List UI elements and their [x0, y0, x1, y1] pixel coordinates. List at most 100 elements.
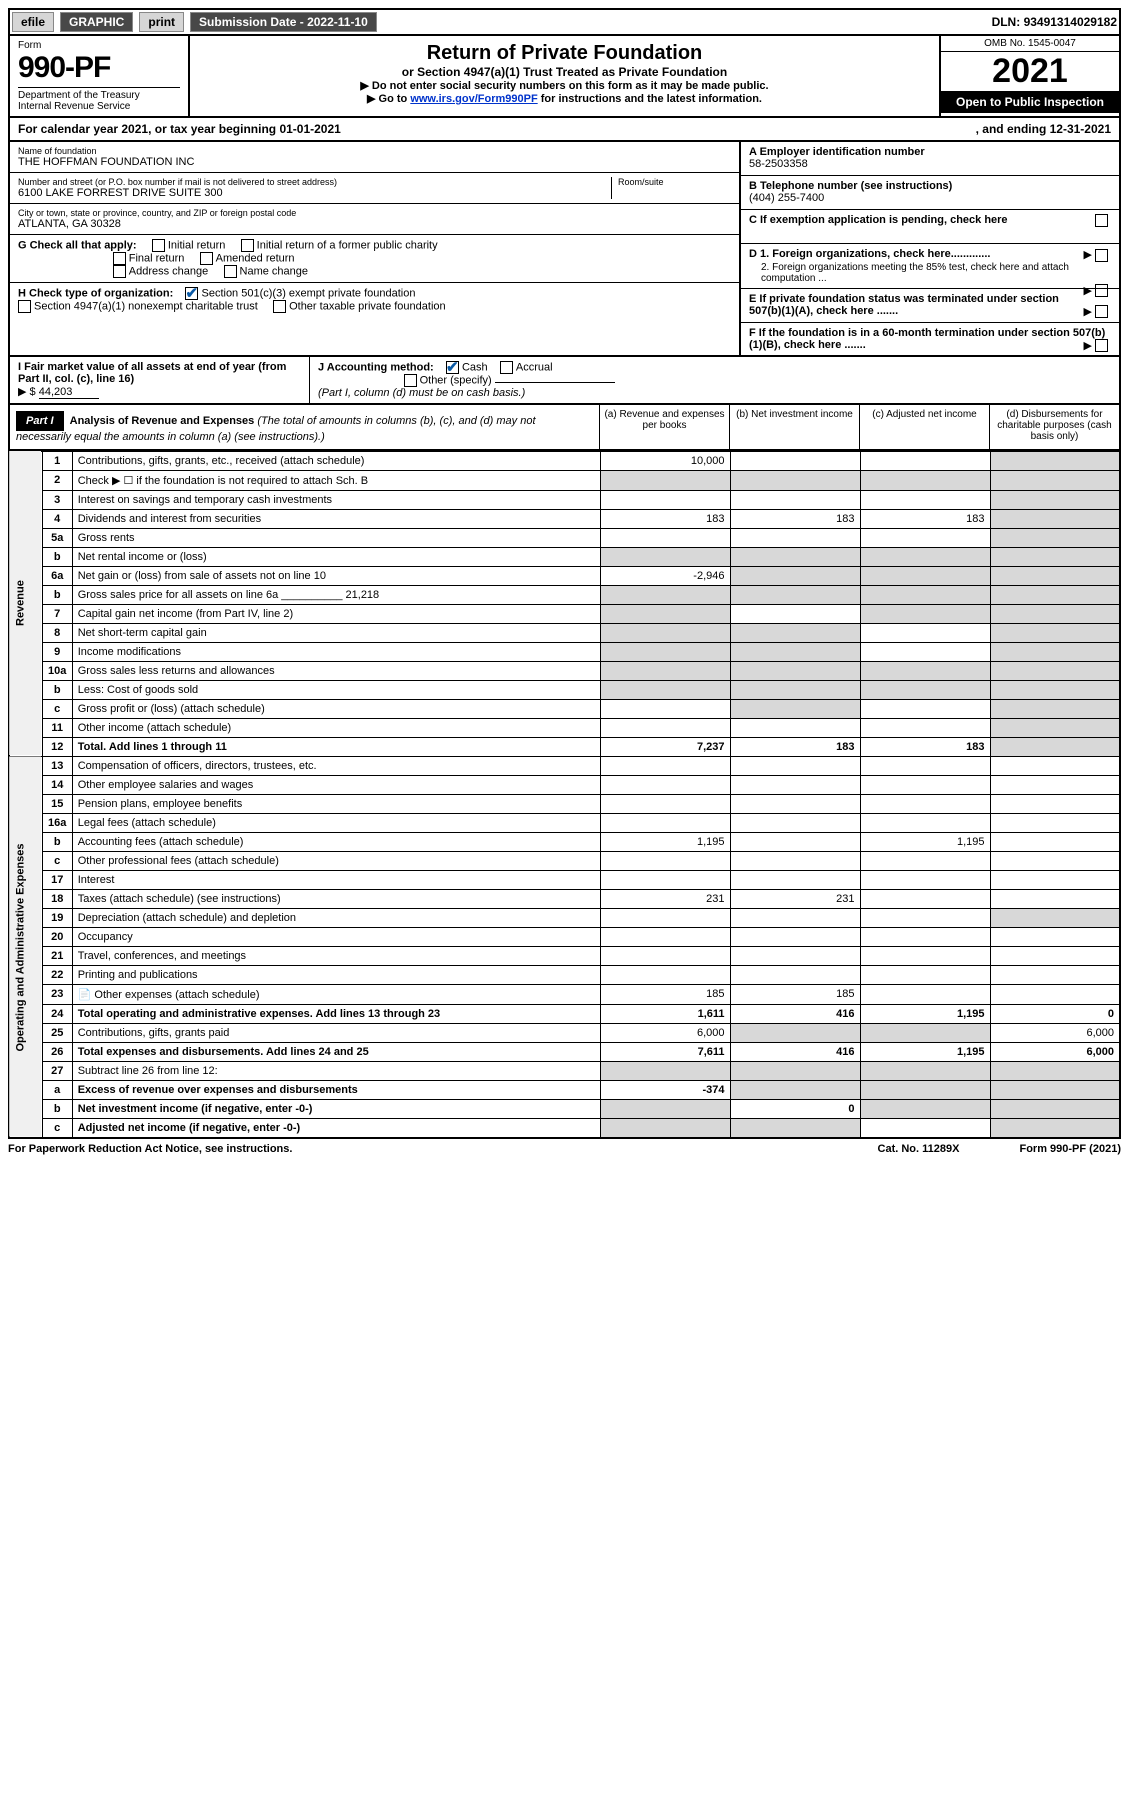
col-a-value: -2,946	[600, 566, 730, 585]
g-name-checkbox[interactable]	[224, 265, 237, 278]
cal-begin: For calendar year 2021, or tax year begi…	[18, 122, 341, 136]
table-row: 6aNet gain or (loss) from sale of assets…	[9, 566, 1120, 585]
col-b-value	[730, 965, 860, 984]
col-c-value: 1,195	[860, 1004, 990, 1023]
d1-checkbox[interactable]	[1095, 249, 1108, 262]
footer-right: Form 990-PF (2021)	[1019, 1143, 1121, 1155]
col-a-value: 1,195	[600, 832, 730, 851]
j-label: J Accounting method:	[318, 361, 434, 373]
col-b-value	[730, 1061, 860, 1080]
city-label: City or town, state or province, country…	[18, 208, 731, 218]
print-button[interactable]: print	[139, 12, 184, 32]
spacer	[292, 1143, 877, 1155]
col-d-value	[990, 490, 1120, 509]
addr-value: 6100 LAKE FORREST DRIVE SUITE 300	[18, 187, 611, 199]
line-number: 6a	[42, 566, 72, 585]
j-cash-checkbox[interactable]	[446, 361, 459, 374]
g-initial-former-checkbox[interactable]	[241, 239, 254, 252]
table-row: bNet investment income (if negative, ent…	[9, 1099, 1120, 1118]
col-b-value	[730, 946, 860, 965]
section-j: J Accounting method: Cash Accrual Other …	[310, 357, 1119, 403]
h-501c3-checkbox[interactable]	[185, 287, 198, 300]
line-desc: Interest on savings and temporary cash i…	[72, 490, 600, 509]
col-b-value	[730, 775, 860, 794]
col-c-value	[860, 1061, 990, 1080]
form990pf-link[interactable]: www.irs.gov/Form990PF	[410, 93, 537, 105]
col-b-value	[730, 1118, 860, 1138]
footer-year: 2021	[1093, 1143, 1117, 1155]
attachment-icon[interactable]	[78, 989, 95, 1001]
col-a-value: 183	[600, 509, 730, 528]
j-accrual-checkbox[interactable]	[500, 361, 513, 374]
col-b-value	[730, 623, 860, 642]
col-d-value	[990, 794, 1120, 813]
efile-button[interactable]: efile	[12, 12, 54, 32]
col-a-value	[600, 490, 730, 509]
line-desc: Pension plans, employee benefits	[72, 794, 600, 813]
d2-checkbox[interactable]	[1095, 284, 1108, 297]
e-checkbox[interactable]	[1095, 305, 1108, 318]
col-d-value	[990, 908, 1120, 927]
g-amended-checkbox[interactable]	[200, 252, 213, 265]
h-label: H Check type of organization:	[18, 287, 173, 299]
name-value: THE HOFFMAN FOUNDATION INC	[18, 156, 731, 168]
graphic-button[interactable]: GRAPHIC	[60, 12, 133, 32]
h-4947-checkbox[interactable]	[18, 300, 31, 313]
line-desc: Gross profit or (loss) (attach schedule)	[72, 699, 600, 718]
line-desc: Income modifications	[72, 642, 600, 661]
g-final-checkbox[interactable]	[113, 252, 126, 265]
g-initial-checkbox[interactable]	[152, 239, 165, 252]
col-a-value	[600, 604, 730, 623]
line-number: 25	[42, 1023, 72, 1042]
table-row: 10aGross sales less returns and allowanc…	[9, 661, 1120, 680]
note-ssn: ▶ Do not enter social security numbers o…	[196, 79, 933, 92]
table-row: 24Total operating and administrative exp…	[9, 1004, 1120, 1023]
col-b-value	[730, 528, 860, 547]
col-a-value	[600, 718, 730, 737]
col-b-value: 183	[730, 509, 860, 528]
table-row: Operating and Administrative Expenses13C…	[9, 756, 1120, 775]
line-desc: Dividends and interest from securities	[72, 509, 600, 528]
line-desc: Depreciation (attach schedule) and deple…	[72, 908, 600, 927]
col-c-value	[860, 604, 990, 623]
tax-year: 2021	[941, 52, 1119, 91]
note-link-row: ▶ Go to www.irs.gov/Form990PF for instru…	[196, 92, 933, 105]
col-d-value	[990, 509, 1120, 528]
col-d-value	[990, 718, 1120, 737]
col-d-value	[990, 1061, 1120, 1080]
name-cell: Name of foundation THE HOFFMAN FOUNDATIO…	[10, 142, 739, 173]
line-number: 26	[42, 1042, 72, 1061]
cal-end: , and ending 12-31-2021	[976, 122, 1111, 136]
line-number: c	[42, 851, 72, 870]
col-a-value	[600, 870, 730, 889]
part1-badge: Part I	[16, 411, 64, 431]
g-addr-checkbox[interactable]	[113, 265, 126, 278]
col-c-value	[860, 547, 990, 566]
line-desc: Adjusted net income (if negative, enter …	[72, 1118, 600, 1138]
line-number: 14	[42, 775, 72, 794]
col-c-value	[860, 851, 990, 870]
c-label: C If exemption application is pending, c…	[749, 214, 1008, 226]
line-desc: Occupancy	[72, 927, 600, 946]
line-number: c	[42, 1118, 72, 1138]
col-d-value	[990, 566, 1120, 585]
col-a-value	[600, 1061, 730, 1080]
col-d-value: 0	[990, 1004, 1120, 1023]
omb-number: OMB No. 1545-0047	[941, 36, 1119, 52]
i-prefix: ▶ $	[18, 386, 36, 398]
j-other-line	[495, 382, 615, 383]
col-c-value	[860, 680, 990, 699]
c-checkbox[interactable]	[1095, 214, 1108, 227]
j-accrual: Accrual	[516, 361, 553, 373]
col-c-value	[860, 1080, 990, 1099]
f-checkbox[interactable]	[1095, 339, 1108, 352]
col-d-value	[990, 775, 1120, 794]
col-a-value	[600, 528, 730, 547]
col-a-value	[600, 585, 730, 604]
table-row: bGross sales price for all assets on lin…	[9, 585, 1120, 604]
col-b-value: 231	[730, 889, 860, 908]
j-other-checkbox[interactable]	[404, 374, 417, 387]
h-other-checkbox[interactable]	[273, 300, 286, 313]
col-d-value	[990, 528, 1120, 547]
col-b-value	[730, 680, 860, 699]
